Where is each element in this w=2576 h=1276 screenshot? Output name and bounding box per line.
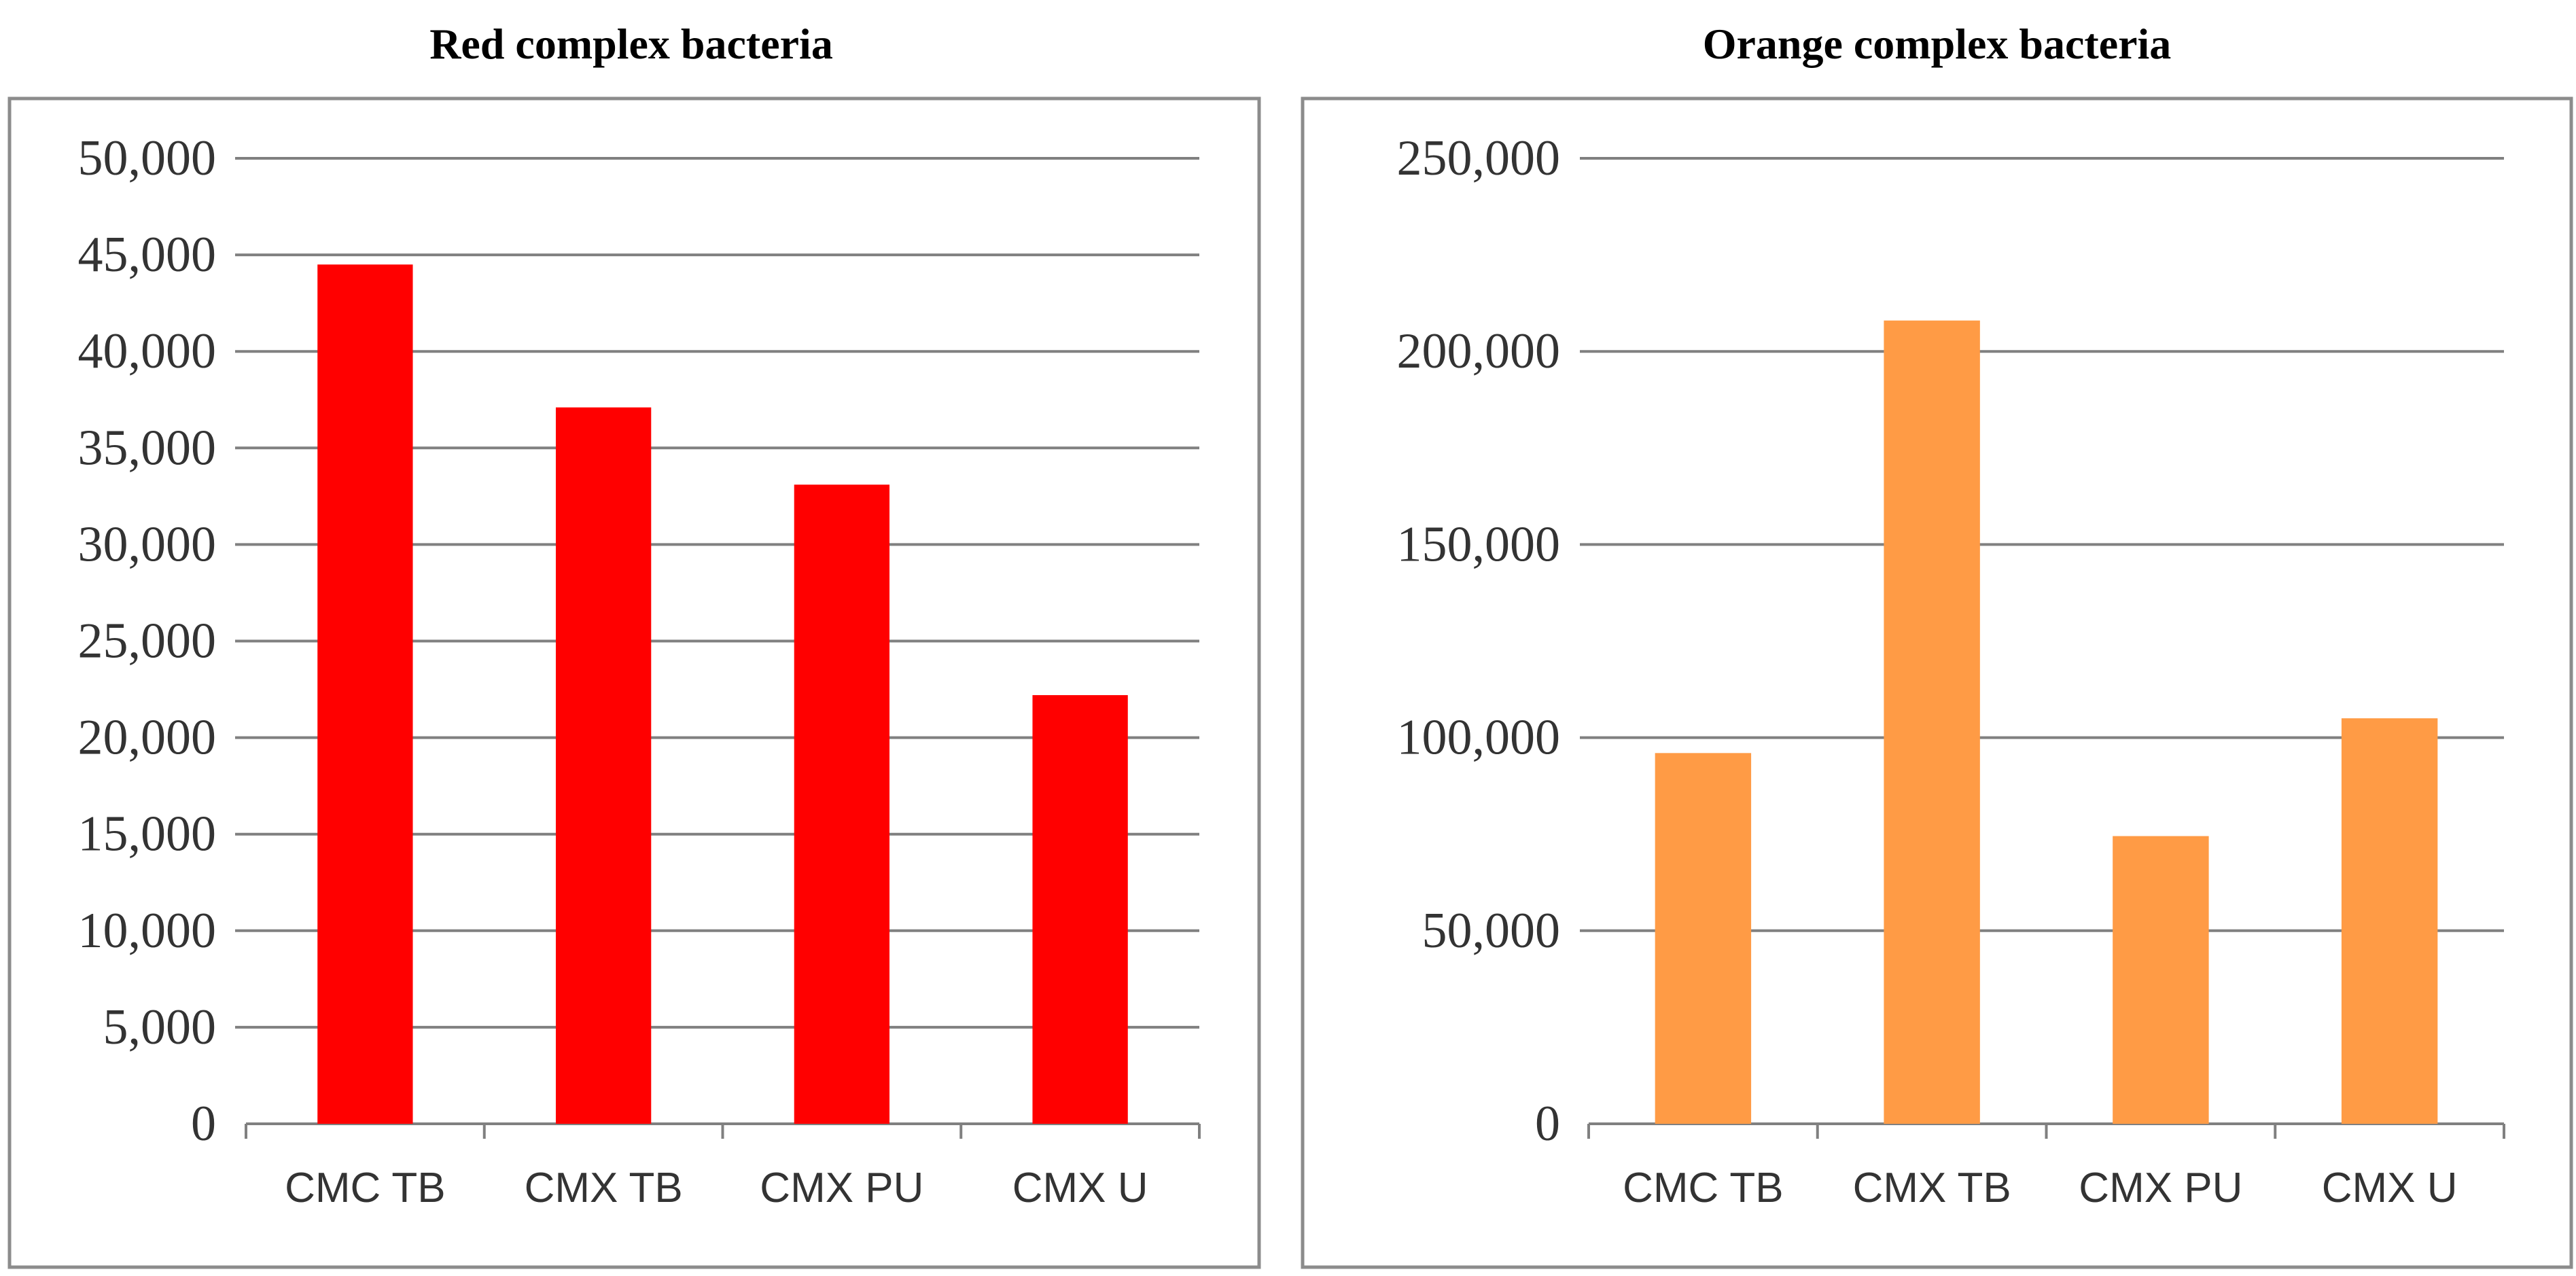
orange-complex-chart-panel: Orange complex bacteria 0 50,000 100,000 15… <box>1298 0 2576 1276</box>
bar <box>1884 320 1980 1124</box>
y-tick-label: 0 <box>1535 1096 1560 1152</box>
y-tick-label: 25,000 <box>78 614 217 669</box>
red-complex-bar-chart: 0 5,000 10,000 15,000 20,000 25,000 30,000 35,0… <box>7 96 1261 1269</box>
red-complex-chart-panel: Red complex bacteria 0 5,000 10,000 15,000 2… <box>0 0 1263 1276</box>
y-tick-label: 45,000 <box>78 227 217 283</box>
x-tick-label: CMC TB <box>1623 1165 1784 1211</box>
chart-title: Red complex bacteria <box>429 20 833 68</box>
x-tick-label: CMX TB <box>525 1165 683 1211</box>
y-tick-label: 200,000 <box>1397 323 1561 379</box>
bar <box>317 264 413 1124</box>
x-tick-label: CMX U <box>1012 1165 1148 1211</box>
chart-frame <box>7 96 1261 1269</box>
y-tick-label: 50,000 <box>1422 903 1561 959</box>
x-tick-label: CMX U <box>2322 1165 2458 1211</box>
x-tick-label: CMC TB <box>285 1165 446 1211</box>
y-tick-label: 20,000 <box>78 710 217 766</box>
y-tick-label: 30,000 <box>78 516 217 572</box>
bar <box>555 407 652 1124</box>
y-tick-label: 50,000 <box>78 130 217 186</box>
x-tick-label: CMX PU <box>760 1165 923 1211</box>
y-tick-label: 35,000 <box>78 420 217 476</box>
bar <box>1655 753 1752 1124</box>
orange-complex-bar-chart: 0 50,000 100,000 150,000 200,000 250,000 CMC T… <box>1301 96 2573 1269</box>
bar <box>794 484 890 1124</box>
y-tick-label: 5,000 <box>103 999 217 1055</box>
bar <box>2113 836 2209 1124</box>
y-tick-label: 15,000 <box>78 807 217 862</box>
bar <box>1032 695 1128 1124</box>
chart-frame <box>1301 96 2573 1269</box>
y-tick-label: 0 <box>191 1096 216 1152</box>
bar <box>2341 718 2438 1124</box>
x-tick-label: CMX TB <box>1853 1165 2011 1211</box>
y-tick-label: 10,000 <box>78 903 217 959</box>
y-tick-label: 150,000 <box>1397 516 1561 572</box>
x-tick-label: CMX PU <box>2079 1165 2242 1211</box>
y-tick-label: 40,000 <box>78 323 217 379</box>
chart-title: Orange complex bacteria <box>1702 20 2172 68</box>
y-tick-label: 250,000 <box>1397 130 1561 186</box>
y-tick-label: 100,000 <box>1397 710 1561 766</box>
